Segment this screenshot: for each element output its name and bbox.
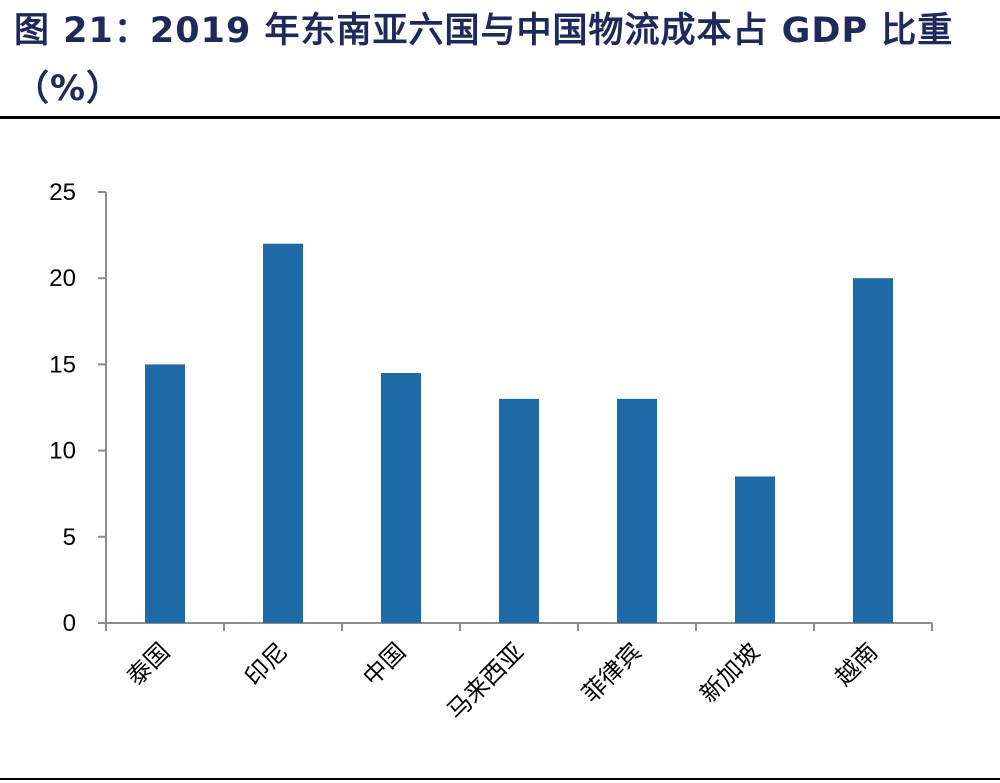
bar (499, 398, 539, 623)
bar (263, 243, 303, 623)
bar (617, 398, 657, 623)
category-label: 泰国 (122, 637, 176, 691)
bar-series (145, 243, 893, 623)
y-tick-label: 10 (49, 438, 76, 465)
category-label: 马来西亚 (442, 637, 530, 725)
category-label: 中国 (358, 637, 412, 691)
bar (145, 364, 185, 623)
category-labels: 泰国 印尼 中国 马来西亚 菲律宾 新加坡 越南 (122, 637, 884, 725)
y-axis: 0 5 10 15 20 25 (49, 179, 107, 637)
category-label: 新加坡 (695, 637, 766, 708)
y-tick-label: 5 (63, 524, 76, 551)
x-axis (105, 622, 933, 631)
y-tick-label: 0 (63, 610, 76, 637)
bottom-divider (0, 778, 1000, 780)
category-label: 越南 (830, 637, 884, 691)
category-label: 菲律宾 (577, 637, 648, 708)
y-tick-label: 25 (49, 179, 76, 206)
bar (381, 373, 421, 623)
figure-title: 图 21：2019 年东南亚六国与中国物流成本占 GDP 比重（%） (14, 11, 954, 109)
y-tick-label: 15 (49, 351, 76, 378)
title-divider (0, 116, 1000, 119)
y-tick-label: 20 (49, 265, 76, 292)
bar (735, 476, 775, 623)
bar (853, 278, 893, 623)
category-label: 印尼 (240, 637, 294, 691)
